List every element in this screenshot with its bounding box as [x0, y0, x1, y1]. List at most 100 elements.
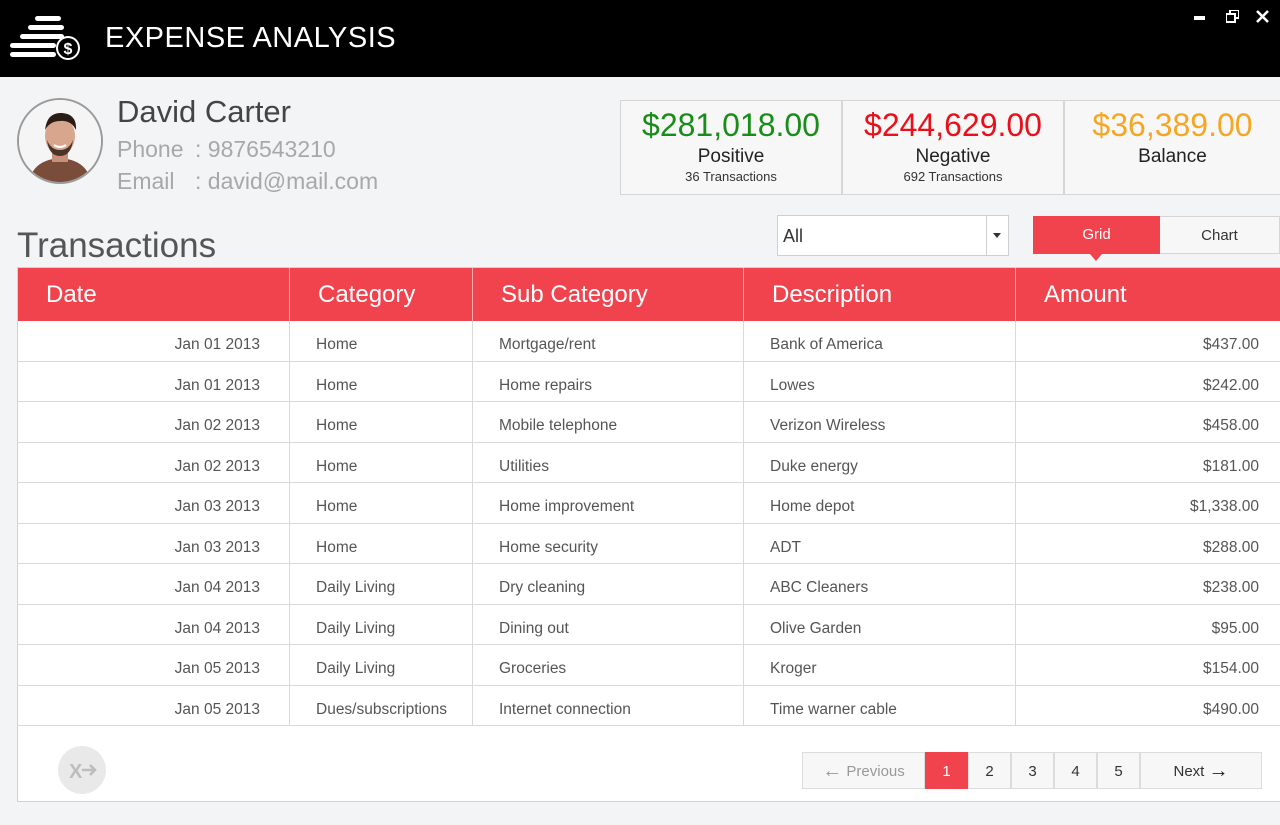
cell-sub-category: Utilities — [472, 442, 743, 483]
table-row[interactable]: Jan 02 2013 Home Utilities Duke energy $181.… — [18, 442, 1280, 483]
grid-header: Date Category Sub Category Description A… — [18, 268, 1280, 321]
column-header-category[interactable]: Category — [289, 268, 472, 321]
page-2-button[interactable]: 2 — [968, 752, 1011, 789]
cell-description: Verizon Wireless — [743, 402, 1015, 442]
cell-sub-category: Home improvement — [472, 483, 743, 523]
restore-button[interactable] — [1225, 9, 1240, 28]
filter-value: All — [783, 226, 804, 246]
cell-sub-category: Groceries — [472, 645, 743, 685]
close-button[interactable] — [1256, 10, 1269, 28]
page-3-button[interactable]: 3 — [1011, 752, 1054, 789]
table-row[interactable]: Jan 03 2013 Home Home improvement Home depo… — [18, 483, 1280, 524]
table-row[interactable]: Jan 04 2013 Daily Living Dining out Olive G… — [18, 604, 1280, 645]
cell-category: Home — [289, 402, 472, 442]
cell-category: Home — [289, 321, 472, 361]
transactions-title: Transactions — [17, 226, 217, 265]
close-icon — [1256, 10, 1269, 23]
column-header-amount[interactable]: Amount — [1015, 268, 1280, 321]
page-4-button[interactable]: 4 — [1054, 752, 1097, 789]
cell-description: Lowes — [743, 361, 1015, 402]
cell-category: Home — [289, 442, 472, 483]
cell-sub-category: Dining out — [472, 604, 743, 645]
cell-date: Jan 01 2013 — [174, 376, 260, 394]
negative-card: $244,629.00 Negative 692 Transactions — [842, 100, 1064, 195]
cell-date: Jan 02 2013 — [174, 457, 260, 475]
cell-description: Olive Garden — [743, 604, 1015, 645]
negative-count: 692 Transactions — [903, 169, 1003, 184]
page-5-button[interactable]: 5 — [1097, 752, 1140, 789]
next-label: Next — [1173, 763, 1205, 780]
positive-amount: $281,018.00 — [642, 107, 820, 143]
table-row[interactable]: Jan 05 2013 Dues/subscriptions Internet co… — [18, 685, 1280, 726]
cell-sub-category: Home repairs — [472, 361, 743, 402]
cell-amount: $437.00 — [1015, 321, 1280, 361]
cell-date: Jan 05 2013 — [174, 660, 260, 677]
column-header-description[interactable]: Description — [743, 268, 1015, 321]
balance-label: Balance — [1138, 146, 1207, 167]
cell-description: ABC Cleaners — [743, 564, 1015, 604]
balance-card: $36,389.00 Balance — [1064, 100, 1280, 195]
cell-description: Time warner cable — [743, 685, 1015, 726]
page-1-button[interactable]: 1 — [925, 752, 968, 789]
transactions-grid: Date Category Sub Category Description A… — [17, 267, 1280, 802]
column-header-sub-category[interactable]: Sub Category — [472, 268, 743, 321]
cell-category: Home — [289, 361, 472, 402]
coin-stack-icon: $ — [10, 16, 80, 60]
cell-description: Bank of America — [743, 321, 1015, 361]
export-excel-icon: X — [69, 761, 97, 783]
profile-name: David Carter — [117, 94, 291, 129]
chevron-down-icon[interactable] — [986, 216, 1008, 255]
cell-category: Daily Living — [289, 645, 472, 685]
restore-icon — [1225, 9, 1240, 23]
cell-amount: $181.00 — [1015, 442, 1280, 483]
positive-count: 36 Transactions — [685, 169, 777, 184]
previous-page-button[interactable]: ← Previous — [802, 752, 925, 789]
arrow-right-icon: → — [1208, 760, 1229, 782]
cell-sub-category: Internet connection — [472, 685, 743, 726]
table-row[interactable]: Jan 01 2013 Home Home repairs Lowes $242.00 — [18, 361, 1280, 402]
table-row[interactable]: Jan 01 2013 Home Mortgage/rent Bank of Amer… — [18, 321, 1280, 362]
arrow-left-icon: ← — [822, 760, 843, 782]
negative-amount: $244,629.00 — [864, 107, 1042, 143]
balance-amount: $36,389.00 — [1092, 107, 1253, 143]
export-button[interactable]: X — [58, 746, 106, 794]
phone-label: Phone — [117, 136, 184, 162]
next-page-button[interactable]: Next → — [1140, 752, 1262, 789]
table-row[interactable]: Jan 05 2013 Daily Living Groceries Kroger $1… — [18, 645, 1280, 686]
cell-category: Home — [289, 523, 472, 564]
positive-card: $281,018.00 Positive 36 Transactions — [620, 100, 842, 195]
column-header-date[interactable]: Date — [46, 281, 97, 308]
cell-sub-category: Home security — [472, 523, 743, 564]
app-title: EXPENSE ANALYSIS — [105, 22, 397, 54]
cell-category: Daily Living — [289, 604, 472, 645]
cell-date: Jan 03 2013 — [174, 538, 260, 556]
cell-date: Jan 05 2013 — [174, 700, 260, 718]
minimize-icon — [1194, 16, 1205, 20]
cell-amount: $154.00 — [1015, 645, 1280, 685]
cell-date: Jan 04 2013 — [174, 579, 260, 596]
previous-label: Previous — [846, 763, 905, 780]
cell-category: Daily Living — [289, 564, 472, 604]
cell-date: Jan 02 2013 — [174, 417, 260, 434]
title-bar: $ EXPENSE ANALYSIS — [0, 0, 1280, 77]
table-row[interactable]: Jan 04 2013 Daily Living Dry cleaning ABC C… — [18, 564, 1280, 605]
phone-value: : 9876543210 — [195, 136, 336, 162]
cell-amount: $1,338.00 — [1015, 483, 1280, 523]
cell-description: Duke energy — [743, 442, 1015, 483]
category-filter-dropdown[interactable]: All — [777, 215, 1009, 256]
cell-amount: $238.00 — [1015, 564, 1280, 604]
cell-category: Home — [289, 483, 472, 523]
table-row[interactable]: Jan 02 2013 Home Mobile telephone Verizon W… — [18, 402, 1280, 443]
table-row[interactable]: Jan 03 2013 Home Home security ADT $288.00 — [18, 523, 1280, 564]
tab-grid[interactable]: Grid — [1033, 216, 1160, 261]
tab-chart[interactable]: Chart — [1160, 216, 1280, 254]
avatar — [17, 98, 103, 184]
cell-amount: $95.00 — [1015, 604, 1280, 645]
cell-description: Kroger — [743, 645, 1015, 685]
cell-category: Dues/subscriptions — [289, 685, 472, 726]
cell-date: Jan 04 2013 — [174, 619, 260, 637]
svg-text:X: X — [69, 761, 83, 783]
user-photo — [19, 100, 101, 182]
minimize-button[interactable] — [1194, 10, 1206, 28]
cell-amount: $490.00 — [1015, 685, 1280, 726]
